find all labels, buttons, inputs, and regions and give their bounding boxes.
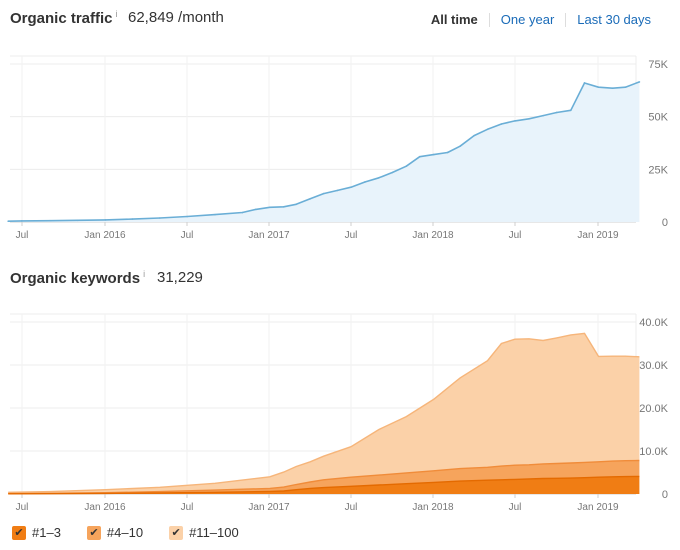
traffic-point bbox=[49, 219, 51, 222]
traffic-point bbox=[570, 109, 572, 112]
traffic-point bbox=[459, 145, 461, 147]
tab-last-30-days[interactable]: Last 30 days bbox=[577, 12, 651, 27]
x-tick-label: Jan 2019 bbox=[577, 502, 619, 513]
organic-keywords-value: 31,229 bbox=[157, 269, 203, 286]
x-tick-label: Jan 2017 bbox=[248, 502, 290, 513]
checkbox-top-3[interactable]: ✔ bbox=[12, 525, 26, 540]
traffic-point bbox=[446, 151, 449, 154]
traffic-point bbox=[486, 128, 489, 131]
traffic-point bbox=[597, 86, 600, 88]
traffic-point bbox=[295, 203, 298, 206]
organic-traffic-title: Organic traffic i bbox=[10, 9, 118, 27]
tab-all-time[interactable]: All time bbox=[430, 12, 478, 27]
traffic-point bbox=[268, 206, 271, 209]
traffic-point bbox=[336, 189, 339, 192]
x-tick-label: Jan 2016 bbox=[84, 502, 126, 513]
traffic-point bbox=[350, 186, 352, 189]
traffic-point bbox=[638, 81, 641, 83]
organic-keywords-title: Organic keywords i bbox=[10, 269, 145, 287]
y-tick-label: 50K bbox=[648, 112, 668, 124]
tab-divider bbox=[565, 12, 567, 27]
organic-traffic-label: Organic traffic bbox=[10, 10, 113, 27]
x-tick-label: Jul bbox=[16, 502, 29, 513]
traffic-point bbox=[611, 87, 614, 90]
info-icon[interactable]: i bbox=[115, 9, 118, 19]
traffic-point bbox=[131, 218, 134, 220]
info-icon[interactable]: i bbox=[143, 269, 146, 279]
y-tick-label: 10.0K bbox=[639, 446, 668, 458]
traffic-point bbox=[473, 134, 475, 137]
x-tick-label: Jan 2016 bbox=[84, 230, 126, 241]
legend-label: #11–100 bbox=[189, 525, 239, 540]
checkbox-11-100[interactable]: ✔ bbox=[169, 525, 184, 540]
x-tick-label: Jan 2019 bbox=[577, 230, 619, 241]
checkbox-4-10[interactable]: ✔ bbox=[86, 525, 101, 540]
traffic-point bbox=[76, 219, 79, 222]
organic-traffic-chart[interactable]: 0 25K 50K 75K Jul Jan 2016 Jul Jan 2017 Jul Jan 2… bbox=[0, 0, 680, 250]
legend-label: #4–10 bbox=[106, 525, 144, 540]
legend-item-top-3[interactable]: ✔ #1–3 bbox=[12, 525, 61, 540]
traffic-point bbox=[241, 211, 244, 214]
organic-keywords-label: Organic keywords bbox=[10, 270, 141, 287]
y-tick-label: 75K bbox=[648, 59, 668, 71]
x-tick-label: Jul bbox=[509, 502, 522, 513]
y-tick-label: 30.0K bbox=[639, 360, 668, 372]
traffic-point bbox=[542, 114, 544, 117]
traffic-point bbox=[322, 192, 325, 195]
traffic-point bbox=[104, 219, 107, 221]
x-tick-label: Jul bbox=[181, 230, 194, 241]
legend-item-4-10[interactable]: ✔ #4–10 bbox=[86, 525, 144, 540]
traffic-point bbox=[432, 153, 435, 156]
y-tick-label: 0 bbox=[662, 217, 668, 229]
traffic-point bbox=[214, 213, 216, 216]
keywords-legend: ✔ #1–3 ✔ #4–10 ✔ #11–100 bbox=[12, 525, 265, 540]
x-tick-label: Jul bbox=[345, 502, 358, 513]
traffic-point bbox=[21, 220, 23, 222]
traffic-point bbox=[624, 86, 627, 88]
traffic-area bbox=[8, 81, 640, 223]
keywords-line-series-2 bbox=[8, 459, 640, 495]
keywords-area-series-3 bbox=[8, 333, 640, 494]
x-tick-label: Jan 2017 bbox=[248, 230, 290, 241]
x-tick-label: Jan 2018 bbox=[412, 502, 454, 513]
traffic-point bbox=[282, 206, 285, 208]
time-range-tabs: All time One year Last 30 days bbox=[420, 12, 662, 27]
organic-keywords-chart[interactable]: 0 10.0K 20.0K 30.0K 40.0K Jul Jan 2016 Jul Jan 2… bbox=[0, 260, 680, 520]
traffic-point bbox=[7, 220, 9, 222]
traffic-point bbox=[528, 117, 530, 120]
y-tick-label: 40.0K bbox=[639, 317, 668, 329]
traffic-point bbox=[405, 165, 408, 167]
traffic-point bbox=[364, 181, 366, 183]
traffic-point bbox=[391, 171, 394, 174]
traffic-point bbox=[500, 123, 503, 125]
traffic-point bbox=[255, 208, 257, 211]
keywords-line-series-3 bbox=[8, 332, 640, 493]
traffic-point bbox=[514, 120, 516, 122]
traffic-point bbox=[555, 111, 558, 114]
traffic-point bbox=[583, 82, 586, 84]
traffic-point bbox=[186, 215, 188, 218]
x-tick-label: Jul bbox=[345, 230, 358, 241]
y-tick-label: 20.0K bbox=[639, 403, 668, 415]
traffic-point bbox=[309, 198, 311, 200]
y-tick-label: 0 bbox=[662, 489, 668, 501]
traffic-point bbox=[418, 155, 421, 158]
organic-traffic-value: 62,849 /month bbox=[128, 9, 224, 26]
legend-item-11-100[interactable]: ✔ #11–100 bbox=[169, 525, 239, 540]
tab-one-year[interactable]: One year bbox=[500, 12, 555, 27]
legend-label: #1–3 bbox=[32, 525, 61, 540]
x-tick-label: Jul bbox=[16, 230, 29, 241]
tab-divider bbox=[488, 12, 490, 27]
traffic-point bbox=[158, 217, 161, 219]
x-tick-label: Jan 2018 bbox=[412, 230, 454, 241]
keywords-area-series-2 bbox=[8, 460, 640, 494]
y-tick-label: 25K bbox=[648, 164, 668, 176]
keywords-line-series-1 bbox=[8, 475, 640, 495]
x-tick-label: Jul bbox=[509, 230, 522, 241]
traffic-point bbox=[378, 176, 380, 179]
x-tick-label: Jul bbox=[181, 502, 194, 513]
